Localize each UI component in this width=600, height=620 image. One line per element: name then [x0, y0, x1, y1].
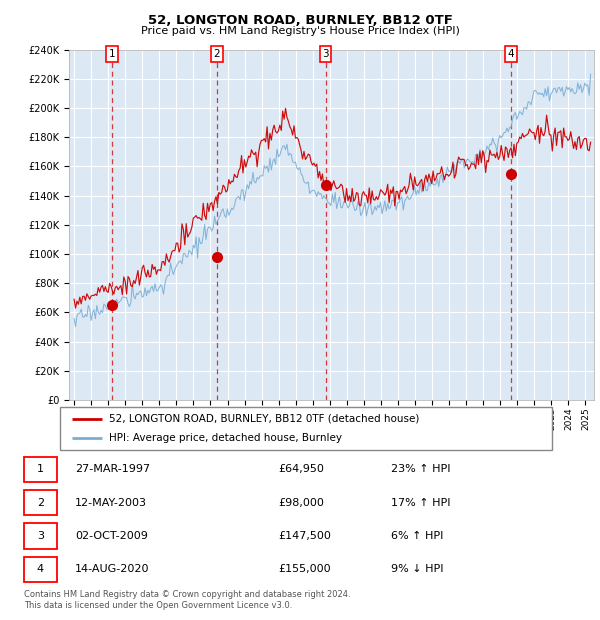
FancyBboxPatch shape [24, 456, 57, 482]
FancyBboxPatch shape [24, 490, 57, 515]
Text: 6% ↑ HPI: 6% ↑ HPI [391, 531, 443, 541]
Text: 52, LONGTON ROAD, BURNLEY, BB12 0TF (detached house): 52, LONGTON ROAD, BURNLEY, BB12 0TF (det… [109, 414, 419, 423]
Text: £155,000: £155,000 [278, 564, 331, 574]
Text: £147,500: £147,500 [278, 531, 331, 541]
Text: 4: 4 [37, 564, 44, 574]
Text: 3: 3 [37, 531, 44, 541]
Text: HPI: Average price, detached house, Burnley: HPI: Average price, detached house, Burn… [109, 433, 342, 443]
Text: 14-AUG-2020: 14-AUG-2020 [75, 564, 149, 574]
Text: 12-MAY-2003: 12-MAY-2003 [75, 498, 147, 508]
Text: 17% ↑ HPI: 17% ↑ HPI [391, 498, 450, 508]
Text: 2: 2 [214, 49, 220, 59]
FancyBboxPatch shape [24, 523, 57, 549]
Text: 2: 2 [37, 498, 44, 508]
FancyBboxPatch shape [24, 557, 57, 582]
Text: Contains HM Land Registry data © Crown copyright and database right 2024.
This d: Contains HM Land Registry data © Crown c… [24, 590, 350, 609]
Text: £64,950: £64,950 [278, 464, 323, 474]
Text: 02-OCT-2009: 02-OCT-2009 [75, 531, 148, 541]
Text: 1: 1 [109, 49, 115, 59]
Text: 52, LONGTON ROAD, BURNLEY, BB12 0TF: 52, LONGTON ROAD, BURNLEY, BB12 0TF [148, 14, 452, 27]
Text: 9% ↓ HPI: 9% ↓ HPI [391, 564, 443, 574]
Text: £98,000: £98,000 [278, 498, 323, 508]
Text: 23% ↑ HPI: 23% ↑ HPI [391, 464, 450, 474]
Text: 1: 1 [37, 464, 44, 474]
Text: 27-MAR-1997: 27-MAR-1997 [75, 464, 150, 474]
FancyBboxPatch shape [60, 407, 552, 450]
Text: 4: 4 [508, 49, 514, 59]
Text: 3: 3 [322, 49, 329, 59]
Text: Price paid vs. HM Land Registry's House Price Index (HPI): Price paid vs. HM Land Registry's House … [140, 26, 460, 36]
